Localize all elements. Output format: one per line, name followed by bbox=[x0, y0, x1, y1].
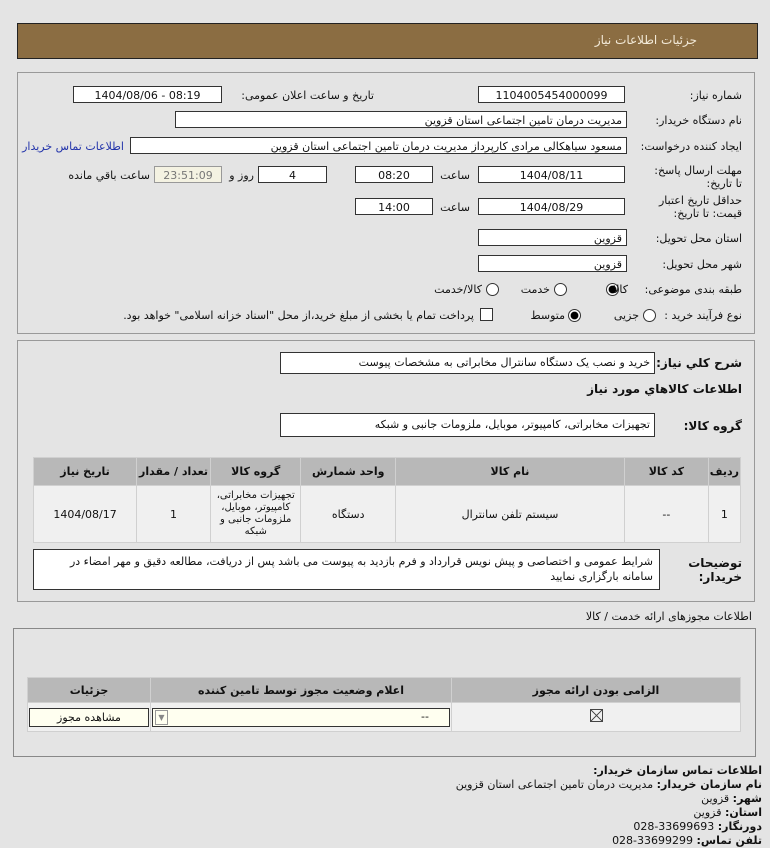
buyer-notes: شرایط عمومی و اختصاصی و پیش نویس قرارداد… bbox=[33, 549, 660, 590]
license-status-select[interactable]: ▼ -- bbox=[152, 707, 450, 727]
buyer-contact-info: اطلاعات تماس سازمان خریدار: نام سازمان خ… bbox=[456, 764, 762, 848]
col-need-date: تاریخ نیاز bbox=[32, 457, 138, 486]
validity-time-field[interactable]: 14:00 bbox=[355, 198, 433, 215]
creator-field[interactable]: مسعود سیاهکالی مرادی کارپرداز مدیریت درم… bbox=[130, 137, 627, 154]
province-field[interactable]: قزوین bbox=[478, 229, 627, 246]
creator-label: ایجاد کننده درخواست: bbox=[640, 140, 742, 153]
goods-title: اطلاعات کالاهاي مورد نیاز bbox=[587, 382, 742, 396]
need-number-field[interactable]: 1104005454000099 bbox=[478, 86, 625, 103]
days-field[interactable]: 4 bbox=[258, 166, 327, 183]
col-quantity: تعداد / مقدار bbox=[136, 457, 211, 486]
table-row: مشاهده مجوز ▼ -- bbox=[27, 702, 741, 732]
license-section bbox=[13, 628, 756, 757]
col-code: کد کالا bbox=[623, 457, 709, 486]
cell-group: تجهیزات مخابراتی، کامپیوتر، موبایل، ملزو… bbox=[209, 485, 302, 543]
city-value: قزوین bbox=[701, 792, 730, 805]
view-license-button[interactable]: مشاهده مجوز bbox=[29, 707, 149, 727]
category-goods-label: کالا bbox=[613, 283, 628, 296]
category-service-label: خدمت bbox=[520, 283, 550, 296]
cell-code: -- bbox=[623, 485, 709, 543]
table-header: تاریخ نیاز تعداد / مقدار گروه کالا واحد … bbox=[32, 457, 742, 486]
validity-label: حداقل تاریخ اعتبار قیمت: تا تاریخ: bbox=[658, 194, 742, 220]
remaining-time-field: 23:51:09 bbox=[154, 166, 222, 183]
description-label: شرح کلي نیاز: bbox=[656, 356, 742, 370]
cell-need-date: 1404/08/17 bbox=[32, 485, 138, 543]
phone-label: تلفن تماس: bbox=[696, 834, 762, 847]
process-minor-radio[interactable] bbox=[643, 309, 656, 322]
col-license-required: الزامی بودن ارائه مجوز bbox=[451, 677, 741, 703]
buyer-field[interactable]: مدیریت درمان تامین اجتماعی استان قزوین bbox=[175, 111, 627, 128]
process-medium-radio[interactable] bbox=[568, 309, 581, 322]
payment-note: پرداخت تمام یا بخشی از مبلغ خرید،از محل … bbox=[123, 309, 474, 322]
province-label: استان: bbox=[725, 806, 762, 819]
category-label: طبقه بندی موضوعی: bbox=[644, 283, 742, 296]
announce-field[interactable]: 1404/08/06 - 08:19 bbox=[73, 86, 222, 103]
col-group: گروه کالا bbox=[209, 457, 302, 486]
category-both-radio[interactable] bbox=[486, 283, 499, 296]
category-goods-radio[interactable] bbox=[606, 283, 619, 296]
goods-group-label: گروه کالا: bbox=[683, 419, 742, 433]
table-row: 1404/08/17 1 تجهیزات مخابراتی، کامپیوتر،… bbox=[32, 485, 742, 543]
license-title: اطلاعات مجوزهای ارائه خدمت / کالا bbox=[585, 610, 752, 623]
treasury-checkbox[interactable] bbox=[480, 308, 493, 321]
license-required-checkbox bbox=[589, 709, 603, 722]
fax-value: 028-33699693 bbox=[633, 820, 715, 833]
license-table: جزئیات اعلام وضعیت مجوز توسط تامین کننده ا… bbox=[27, 677, 741, 732]
org-value: مدیریت درمان تامین اجتماعی استان قزوین bbox=[455, 778, 654, 791]
col-details: جزئیات bbox=[27, 677, 151, 703]
org-label: نام سازمان خریدار: bbox=[656, 778, 762, 791]
city-label: شهر: bbox=[732, 792, 762, 805]
col-name: نام کالا bbox=[394, 457, 625, 486]
deadline-time-label: ساعت bbox=[440, 169, 470, 182]
col-row: ردیف bbox=[707, 457, 742, 486]
process-minor-label: جزیی bbox=[613, 309, 639, 322]
announce-label: تاریخ و ساعت اعلان عمومی: bbox=[241, 89, 374, 102]
page-title: جزئیات اطلاعات نیاز bbox=[594, 33, 697, 47]
license-status-value: -- bbox=[421, 709, 429, 723]
buyer-contact-link[interactable]: اطلاعات تماس خریدار bbox=[22, 140, 124, 153]
phone-value: 028-33699299 bbox=[612, 834, 694, 847]
cell-unit: دستگاه bbox=[300, 485, 396, 543]
goods-table: تاریخ نیاز تعداد / مقدار گروه کالا واحد … bbox=[32, 457, 742, 543]
remaining-label: ساعت باقي مانده bbox=[68, 169, 150, 182]
cell-row: 1 bbox=[707, 485, 742, 543]
col-license-status: اعلام وضعیت مجوز توسط تامین کننده bbox=[150, 677, 452, 703]
buyer-label: نام دستگاه خریدار: bbox=[655, 114, 742, 127]
col-unit: واحد شمارش bbox=[300, 457, 396, 486]
contact-title: اطلاعات تماس سازمان خریدار: bbox=[593, 764, 762, 777]
deadline-date-field[interactable]: 1404/08/11 bbox=[478, 166, 625, 183]
city-field[interactable]: قزوین bbox=[478, 255, 627, 272]
days-label: روز و bbox=[229, 169, 254, 182]
dropdown-arrow-icon[interactable]: ▼ bbox=[155, 709, 168, 725]
notes-label: توضیحات خریدار: bbox=[688, 556, 742, 584]
deadline-label: مهلت ارسال پاسخ: تا تاریخ: bbox=[654, 164, 742, 190]
province-label: استان محل تحویل: bbox=[655, 232, 742, 245]
category-service-radio[interactable] bbox=[554, 283, 567, 296]
deadline-time-field[interactable]: 08:20 bbox=[355, 166, 433, 183]
fax-label: دورنگار: bbox=[717, 820, 762, 833]
goods-group-field: تجهیزات مخابراتی، کامپیوتر، موبایل، ملزو… bbox=[280, 413, 655, 437]
category-both-label: کالا/خدمت bbox=[434, 283, 482, 296]
validity-date-field[interactable]: 1404/08/29 bbox=[478, 198, 625, 215]
province-value: قزوین bbox=[693, 806, 722, 819]
city-label: شهر محل تحویل: bbox=[662, 258, 742, 271]
cell-name: سیستم تلفن سانترال bbox=[394, 485, 625, 543]
validity-time-label: ساعت bbox=[440, 201, 470, 214]
page-header: جزئیات اطلاعات نیاز bbox=[17, 23, 758, 59]
process-medium-label: متوسط bbox=[530, 309, 565, 322]
cell-quantity: 1 bbox=[136, 485, 211, 543]
description-field: خرید و نصب یک دستگاه سانترال مخابراتی به… bbox=[280, 352, 655, 374]
need-number-label: شماره نیاز: bbox=[689, 89, 742, 102]
process-label: نوع فرآیند خرید : bbox=[664, 309, 742, 322]
